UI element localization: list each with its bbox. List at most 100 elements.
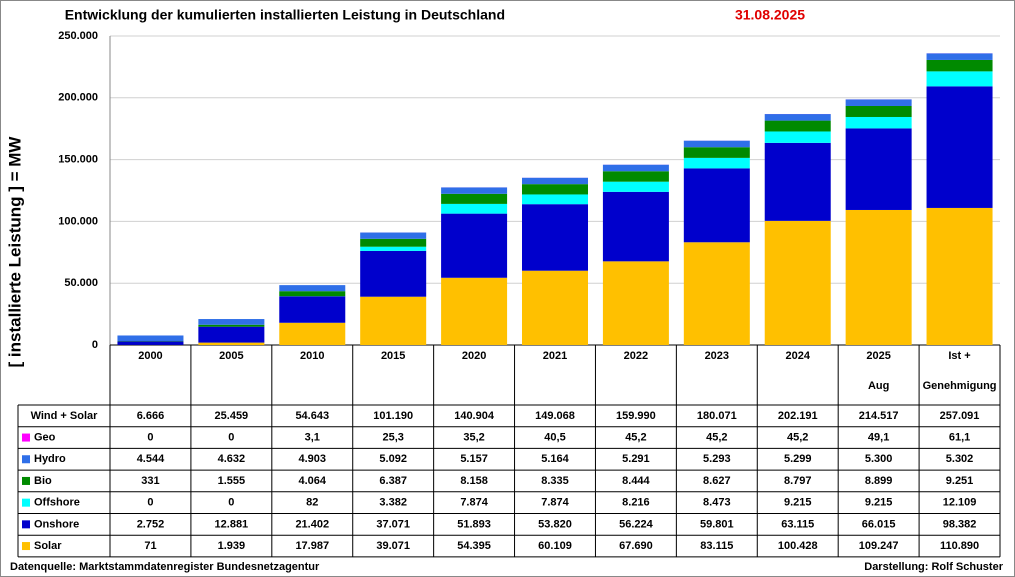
table-value: 140.904 <box>454 410 495 422</box>
bar-segment <box>198 319 265 325</box>
bar-segment <box>683 242 750 345</box>
table-value: 5.164 <box>541 453 569 465</box>
bar-segment <box>764 220 831 345</box>
y-tick-label: 0 <box>92 339 98 351</box>
table-value: 3,1 <box>305 431 320 443</box>
table-value: 4.632 <box>218 453 246 465</box>
table-value: 9.215 <box>784 497 812 509</box>
x-tick-label: 2020 <box>462 350 486 362</box>
table-value: 83.115 <box>700 540 733 552</box>
table-value: 8.473 <box>703 497 731 509</box>
bar-segment <box>360 296 427 345</box>
table-value: 8.627 <box>703 475 731 487</box>
table-value: 0 <box>228 431 234 443</box>
bar-segment <box>279 322 346 345</box>
table-value: 0 <box>147 431 153 443</box>
table-value: 8.899 <box>865 475 893 487</box>
table-value: 4.544 <box>137 453 165 465</box>
bar-segment <box>683 140 750 148</box>
table-value: 54.395 <box>457 540 491 552</box>
table-value: 9.251 <box>946 475 974 487</box>
bar-segment <box>522 194 588 205</box>
y-tick-label: 150.000 <box>58 154 98 166</box>
table-value: 202.191 <box>778 410 818 422</box>
table-value: 2.752 <box>137 518 165 530</box>
bar-segment <box>117 341 184 345</box>
table-value: 109.247 <box>859 540 899 552</box>
table-value: 35,2 <box>463 431 484 443</box>
bar-segment <box>845 116 912 129</box>
legend-swatch <box>22 542 30 551</box>
table-value: 8.335 <box>541 475 569 487</box>
legend-label: Onshore <box>34 518 79 530</box>
table-value: 51.893 <box>457 518 491 530</box>
x-tick-label: 2015 <box>381 350 405 362</box>
bar-segment <box>441 193 508 204</box>
bar-segment <box>764 142 831 221</box>
x-tick-label: 2000 <box>138 350 162 362</box>
x-tick-label: 2022 <box>624 350 648 362</box>
table-value: 54.643 <box>295 410 329 422</box>
x-tick-label: Aug <box>868 380 889 392</box>
bar-segment <box>602 164 669 172</box>
bar-segment <box>441 213 508 278</box>
chart-date: 31.08.2025 <box>735 7 805 23</box>
table-value: 5.300 <box>865 453 893 465</box>
bar-segment <box>683 157 750 169</box>
bar-segment <box>926 53 993 60</box>
bar-segment <box>360 250 427 297</box>
table-value: 12.881 <box>215 518 249 530</box>
bar-segment <box>845 99 912 106</box>
table-value: 214.517 <box>859 410 899 422</box>
bar-segment <box>926 71 993 87</box>
table-value: 53.820 <box>538 518 572 530</box>
bar-segment <box>441 277 508 345</box>
legend-label: Offshore <box>34 497 80 509</box>
table-value: 39.071 <box>376 540 410 552</box>
x-tick-label: Ist + <box>948 350 970 362</box>
table-value: 0 <box>228 497 234 509</box>
bar-segment <box>926 59 993 72</box>
table-value: 6.666 <box>137 410 165 422</box>
bar-segment <box>764 114 831 121</box>
bar-segment <box>845 209 912 345</box>
table-value: 82 <box>306 497 318 509</box>
table-value: 67.690 <box>619 540 653 552</box>
bar-segment <box>926 207 993 345</box>
bar-segment <box>522 177 588 185</box>
table-value: 257.091 <box>940 410 980 422</box>
table-value: 1.939 <box>218 540 246 552</box>
bar-segment <box>522 270 588 345</box>
chart-title: Entwicklung der kumulierten installierte… <box>65 7 505 23</box>
table-value: 71 <box>144 540 156 552</box>
author: Darstellung: Rolf Schuster <box>864 561 1003 573</box>
table-value: 9.215 <box>865 497 893 509</box>
table-value: 66.015 <box>862 518 896 530</box>
legend-swatch <box>22 455 30 464</box>
legend-label: Geo <box>34 431 56 443</box>
table-value: 7.874 <box>460 497 488 509</box>
x-tick-label: 2023 <box>705 350 729 362</box>
x-tick-label: 2005 <box>219 350 243 362</box>
table-value: 45,2 <box>706 431 727 443</box>
bar-segment <box>441 203 508 214</box>
bar-segment <box>602 191 669 262</box>
table-value: 1.555 <box>218 475 246 487</box>
bar-segment <box>845 105 912 117</box>
bar-segment <box>602 171 669 182</box>
bar-segment <box>279 291 346 297</box>
bar-segment <box>360 232 427 239</box>
table-value: 12.109 <box>943 497 977 509</box>
table-value: 100.428 <box>778 540 818 552</box>
bar-segment <box>602 261 669 345</box>
x-tick-label: 2025 <box>866 350 890 362</box>
table-value: 8.444 <box>622 475 650 487</box>
bar-segment <box>198 342 265 345</box>
bar-segment <box>764 131 831 143</box>
table-value: 5.302 <box>946 453 974 465</box>
table-value: 25,3 <box>382 431 403 443</box>
table-value: 60.109 <box>538 540 572 552</box>
row-label: Wind + Solar <box>31 410 99 422</box>
table-value: 37.071 <box>376 518 410 530</box>
table-value: 40,5 <box>544 431 565 443</box>
